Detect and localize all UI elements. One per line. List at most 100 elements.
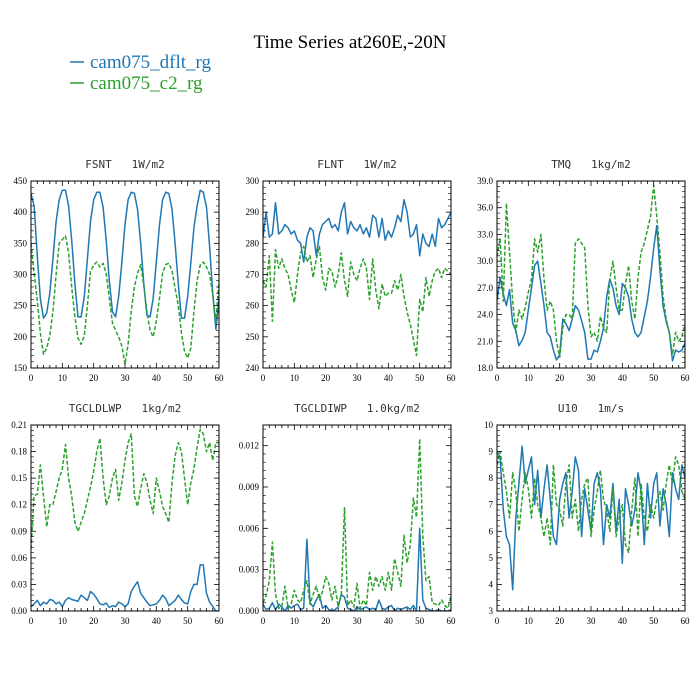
series-line-0 (31, 564, 219, 611)
y-tick-label: 250 (14, 301, 28, 311)
y-tick-label: 7 (489, 500, 494, 510)
y-tick-label: 3 (489, 606, 494, 616)
y-tick-label: 350 (14, 238, 28, 248)
series-line-0 (263, 527, 451, 611)
series-line-1 (263, 438, 451, 609)
x-tick-label: 10 (290, 616, 300, 626)
x-tick-label: 40 (384, 373, 394, 383)
chart-panel-4: TGCLDIWP 1.0kg/m2 0 10 20 30 40 50 60 0.000 0.003… (239, 402, 456, 626)
y-tick-label: 0.06 (11, 553, 27, 563)
y-tick-label: 0.000 (239, 606, 260, 616)
y-tick-label: 27.0 (477, 283, 493, 293)
x-tick-label: 30 (121, 373, 131, 383)
panel-title: FSNT 1W/m2 (85, 158, 164, 171)
x-tick-label: 0 (261, 373, 266, 383)
y-tick-label: 6 (489, 526, 494, 536)
x-tick-label: 20 (555, 616, 565, 626)
y-tick-label: 0.00 (11, 606, 27, 616)
panel-title: TMQ 1kg/m2 (551, 158, 630, 171)
y-tick-label: 200 (14, 332, 28, 342)
x-tick-label: 60 (681, 616, 691, 626)
x-tick-label: 10 (524, 616, 534, 626)
x-tick-label: 50 (183, 616, 193, 626)
x-tick-label: 0 (495, 616, 500, 626)
x-tick-label: 0 (261, 616, 266, 626)
x-tick-label: 30 (353, 616, 363, 626)
y-tick-label: 270 (246, 270, 260, 280)
y-tick-label: 240 (246, 363, 260, 373)
y-tick-label: 9 (489, 447, 494, 457)
y-tick-label: 36.0 (477, 203, 493, 213)
chart-panel-3: TGCLDLWP 1kg/m2 0 10 20 30 40 50 60 0.00 0.03 0.06… (11, 402, 224, 626)
y-tick-label: 0.15 (11, 473, 27, 483)
x-tick-label: 30 (587, 373, 597, 383)
x-tick-label: 50 (415, 373, 425, 383)
y-tick-label: 280 (246, 238, 260, 248)
x-tick-label: 40 (618, 616, 628, 626)
x-tick-label: 30 (587, 616, 597, 626)
legend: cam075_dflt_rg cam075_c2_rg (70, 52, 212, 94)
x-tick-label: 40 (152, 616, 162, 626)
series-line-0 (263, 198, 451, 263)
x-tick-label: 10 (524, 373, 534, 383)
x-tick-label: 20 (89, 616, 99, 626)
x-tick-label: 0 (29, 616, 34, 626)
y-tick-label: 0.09 (11, 526, 27, 536)
x-tick-label: 50 (649, 616, 659, 626)
plot-frame (30, 424, 220, 612)
series-line-0 (31, 189, 219, 331)
x-tick-label: 40 (618, 373, 628, 383)
series-line-0 (497, 445, 685, 591)
x-tick-label: 20 (555, 373, 565, 383)
chart-panel-2: TMQ 1kg/m2 0 10 20 30 40 50 60 18.0 21.0 24.0 27.0 3… (477, 158, 690, 383)
y-tick-label: 0.21 (11, 420, 27, 430)
y-tick-label: 21.0 (477, 336, 493, 346)
x-tick-label: 40 (152, 373, 162, 383)
x-tick-label: 30 (121, 616, 131, 626)
y-tick-label: 0.12 (11, 500, 27, 510)
y-tick-label: 24.0 (477, 310, 493, 320)
series-line-1 (263, 245, 451, 357)
plot-frame (496, 424, 686, 612)
y-tick-label: 400 (14, 207, 28, 217)
chart-panel-0: FSNT 1W/m2 0 10 20 30 40 50 60 150 200 250 300 350 40… (14, 158, 225, 383)
series-line-1 (31, 428, 219, 550)
y-tick-label: 18.0 (477, 363, 493, 373)
x-tick-label: 20 (321, 616, 331, 626)
x-tick-label: 20 (89, 373, 99, 383)
panel-title: TGCLDIWP 1.0kg/m2 (294, 402, 420, 415)
x-tick-label: 30 (353, 373, 363, 383)
x-tick-label: 10 (290, 373, 300, 383)
figure-title: Time Series at260E,-20N (254, 32, 447, 53)
y-tick-label: 0.009 (239, 482, 260, 492)
y-tick-label: 8 (489, 473, 494, 483)
y-tick-label: 4 (489, 579, 494, 589)
x-tick-label: 10 (58, 373, 68, 383)
x-tick-label: 20 (321, 373, 331, 383)
series-line-1 (31, 235, 219, 366)
y-tick-label: 250 (246, 332, 260, 342)
series-line-0 (497, 224, 685, 362)
y-tick-label: 30.0 (477, 256, 493, 266)
panel-title: TGCLDLWP 1kg/m2 (69, 402, 182, 415)
x-tick-label: 60 (215, 616, 225, 626)
plot-frame (30, 180, 220, 369)
x-tick-label: 60 (447, 373, 457, 383)
legend-label-c2: cam075_c2_rg (90, 73, 203, 94)
panel-grid: FSNT 1W/m20 10 20 30 40 50 6015020025030035040… (11, 158, 690, 626)
x-tick-label: 0 (495, 373, 500, 383)
y-tick-label: 150 (14, 363, 28, 373)
panel-title: U10 1m/s (558, 402, 624, 415)
chart-panel-1: FLNT 1W/m2 0 10 20 30 40 50 60 240 250 260 270 280 29… (246, 158, 457, 383)
y-tick-label: 260 (246, 301, 260, 311)
y-tick-label: 300 (14, 270, 28, 280)
x-tick-label: 60 (215, 373, 225, 383)
x-tick-label: 10 (58, 616, 68, 626)
x-tick-label: 60 (447, 616, 457, 626)
y-tick-label: 450 (14, 176, 28, 186)
y-tick-label: 0.03 (11, 579, 27, 589)
y-tick-label: 0.003 (239, 565, 260, 575)
chart-panel-5: U10 1m/s 0 10 20 30 40 50 60 3 4 5 6 7 8 9 10 (484, 402, 690, 626)
y-tick-label: 0.006 (239, 523, 260, 533)
